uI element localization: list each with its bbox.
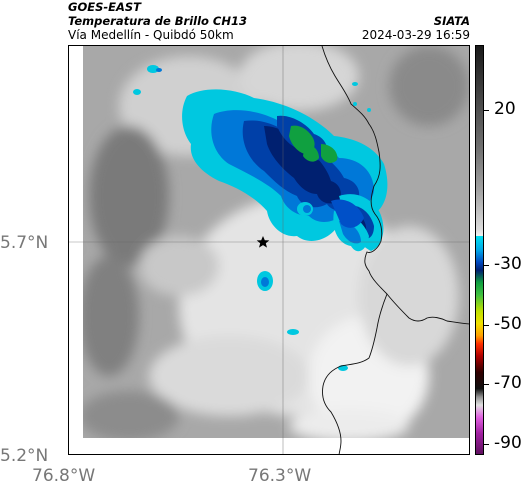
colorbar-tick — [484, 325, 489, 326]
colorbar-label-minus90: -90 — [494, 433, 522, 453]
colorbar-tick — [484, 265, 489, 266]
colorbar-tick — [484, 110, 489, 111]
title-block: GOES-EAST Temperatura de Brillo CH13 Vía… — [68, 0, 247, 42]
organization-label: SIATA — [433, 14, 470, 28]
satellite-map-svg — [69, 46, 469, 454]
datetime-label: 2024-03-29 16:59 — [361, 28, 470, 42]
route-subtitle: Vía Medellín - Quibdó 50km — [68, 28, 234, 42]
colorbar — [475, 45, 484, 455]
satellite-map[interactable] — [68, 45, 470, 455]
colorbar-label-minus70: -70 — [494, 373, 522, 393]
lat-label-5-7: 5.7°N — [0, 233, 49, 253]
lat-label-5-2: 5.2°N — [0, 446, 49, 466]
colorbar-label-minus50: -50 — [494, 314, 522, 334]
convective-cloud — [133, 65, 388, 371]
satellite-title: GOES-EAST — [68, 0, 142, 14]
org-block: SIATA 2024-03-29 16:59 — [362, 0, 470, 42]
graticule — [69, 46, 469, 454]
colorbar-tick — [484, 384, 489, 385]
lon-label-76-8: 76.8°W — [32, 466, 96, 486]
colorbar-label-20: 20 — [494, 99, 516, 119]
colorbar-tick — [484, 444, 489, 445]
product-title: Temperatura de Brillo CH13 — [68, 14, 247, 28]
lon-label-76-3: 76.3°W — [248, 466, 312, 486]
colorbar-label-minus30: -30 — [494, 254, 522, 274]
city-star-marker[interactable] — [256, 236, 270, 248]
political-borders — [321, 46, 469, 454]
